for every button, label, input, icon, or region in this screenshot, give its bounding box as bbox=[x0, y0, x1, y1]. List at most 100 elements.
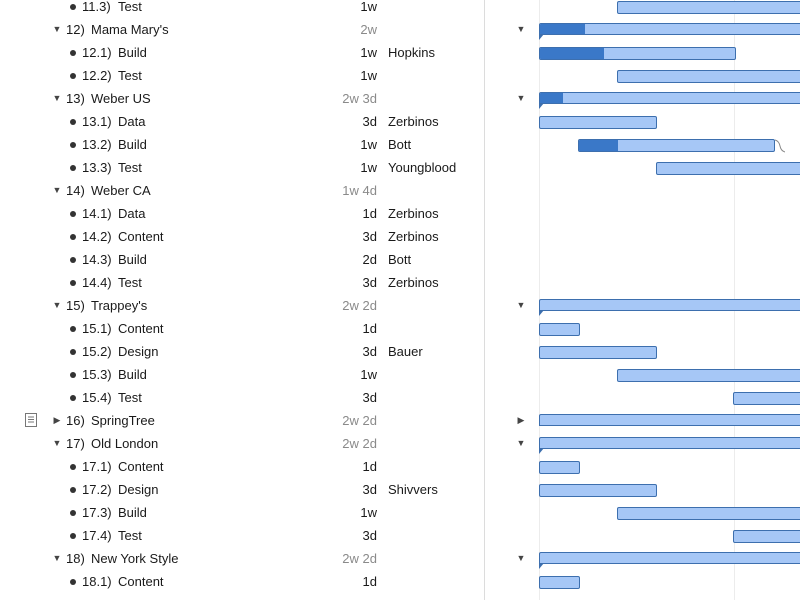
task-row[interactable]: 15.1) Content 1d bbox=[0, 321, 484, 344]
task-row[interactable]: 17.3) Build 1w bbox=[0, 505, 484, 528]
disclosure-down-icon[interactable]: ▼ bbox=[52, 185, 62, 195]
row-duration[interactable]: 3d bbox=[362, 114, 377, 129]
row-duration[interactable]: 3d bbox=[362, 229, 377, 244]
task-bar[interactable] bbox=[539, 484, 657, 497]
task-bar[interactable] bbox=[578, 139, 775, 152]
task-row[interactable]: 15.2) Design 3d Bauer bbox=[0, 344, 484, 367]
summary-bar[interactable] bbox=[539, 92, 800, 104]
row-duration[interactable]: 2w 3d bbox=[342, 91, 377, 106]
row-assignee[interactable]: Bott bbox=[388, 252, 412, 267]
row-duration[interactable]: 1w bbox=[360, 505, 377, 520]
task-bar[interactable] bbox=[539, 346, 657, 359]
row-duration[interactable]: 3d bbox=[362, 344, 377, 359]
row-assignee[interactable]: Bott bbox=[388, 137, 412, 152]
group-row[interactable]: ▶ 16) SpringTree 2w 2d bbox=[0, 413, 484, 436]
row-duration[interactable]: 1w 4d bbox=[342, 183, 377, 198]
summary-bar[interactable] bbox=[539, 414, 800, 426]
summary-bar[interactable] bbox=[539, 299, 800, 311]
disclosure-down-icon[interactable]: ▼ bbox=[516, 300, 526, 310]
summary-bar[interactable] bbox=[539, 552, 800, 564]
row-assignee[interactable]: Bauer bbox=[388, 344, 423, 359]
row-title[interactable]: Build bbox=[118, 367, 147, 382]
disclosure-down-icon[interactable]: ▼ bbox=[52, 438, 62, 448]
task-row[interactable]: 14.1) Data 1d Zerbinos bbox=[0, 206, 484, 229]
row-title[interactable]: Build bbox=[118, 252, 147, 267]
row-assignee[interactable]: Youngblood bbox=[388, 160, 457, 175]
task-row[interactable]: 12.1) Build 1w Hopkins bbox=[0, 45, 484, 68]
task-bar[interactable] bbox=[539, 47, 736, 60]
disclosure-down-icon[interactable]: ▼ bbox=[52, 93, 62, 103]
row-duration[interactable]: 1w bbox=[360, 367, 377, 382]
row-duration[interactable]: 1d bbox=[362, 459, 377, 474]
row-title[interactable]: Build bbox=[118, 137, 147, 152]
row-title[interactable]: Design bbox=[118, 344, 159, 359]
row-duration[interactable]: 1w bbox=[360, 68, 377, 83]
pane-divider[interactable] bbox=[484, 0, 485, 600]
row-duration[interactable]: 2w 2d bbox=[342, 413, 377, 428]
group-row[interactable]: ▼ 17) Old London 2w 2d bbox=[0, 436, 484, 459]
task-row[interactable]: 12.2) Test 1w bbox=[0, 68, 484, 91]
row-title[interactable]: Mama Mary's bbox=[91, 22, 169, 37]
row-duration[interactable]: 3d bbox=[362, 482, 377, 497]
row-title[interactable]: Content bbox=[118, 459, 164, 474]
disclosure-down-icon[interactable]: ▼ bbox=[52, 24, 62, 34]
task-row[interactable]: 15.4) Test 3d bbox=[0, 390, 484, 413]
row-title[interactable]: Content bbox=[118, 574, 164, 589]
task-row[interactable]: 13.2) Build 1w Bott bbox=[0, 137, 484, 160]
row-title[interactable]: Test bbox=[118, 275, 142, 290]
row-duration[interactable]: 1w bbox=[360, 160, 377, 175]
disclosure-down-icon[interactable]: ▼ bbox=[52, 553, 62, 563]
row-duration[interactable]: 2w 2d bbox=[342, 298, 377, 313]
row-duration[interactable]: 1d bbox=[362, 321, 377, 336]
task-bar[interactable] bbox=[656, 162, 800, 175]
row-title[interactable]: Test bbox=[118, 528, 142, 543]
task-row[interactable]: 14.4) Test 3d Zerbinos bbox=[0, 275, 484, 298]
row-duration[interactable]: 2w bbox=[360, 22, 377, 37]
row-title[interactable]: Weber US bbox=[91, 91, 151, 106]
row-title[interactable]: Design bbox=[118, 482, 159, 497]
row-duration[interactable]: 1d bbox=[362, 206, 377, 221]
row-title[interactable]: Trappey's bbox=[91, 298, 148, 313]
row-duration[interactable]: 2w 2d bbox=[342, 551, 377, 566]
row-title[interactable]: Test bbox=[118, 68, 142, 83]
disclosure-down-icon[interactable]: ▼ bbox=[52, 300, 62, 310]
task-bar[interactable] bbox=[539, 576, 580, 589]
row-title[interactable]: Content bbox=[118, 229, 164, 244]
row-duration[interactable]: 1w bbox=[360, 0, 377, 14]
row-duration[interactable]: 3d bbox=[362, 390, 377, 405]
task-bar[interactable] bbox=[617, 70, 800, 83]
task-bar[interactable] bbox=[617, 369, 800, 382]
disclosure-down-icon[interactable]: ▼ bbox=[516, 93, 526, 103]
row-title[interactable]: Build bbox=[118, 45, 147, 60]
summary-bar[interactable] bbox=[539, 437, 800, 449]
row-title[interactable]: Content bbox=[118, 321, 164, 336]
task-row[interactable]: 13.3) Test 1w Youngblood bbox=[0, 160, 484, 183]
task-row[interactable]: 13.1) Data 3d Zerbinos bbox=[0, 114, 484, 137]
disclosure-down-icon[interactable]: ▼ bbox=[516, 24, 526, 34]
task-row[interactable]: 15.3) Build 1w bbox=[0, 367, 484, 390]
task-bar[interactable] bbox=[733, 392, 800, 405]
row-assignee[interactable]: Zerbinos bbox=[388, 275, 439, 290]
task-row[interactable]: 11.3) Test 1w bbox=[0, 0, 484, 22]
task-row[interactable]: 14.3) Build 2d Bott bbox=[0, 252, 484, 275]
group-row[interactable]: ▼ 15) Trappey's 2w 2d bbox=[0, 298, 484, 321]
summary-bar[interactable] bbox=[539, 23, 800, 35]
row-title[interactable]: Test bbox=[118, 390, 142, 405]
task-row[interactable]: 18.1) Content 1d bbox=[0, 574, 484, 597]
disclosure-right-icon[interactable]: ▶ bbox=[53, 415, 61, 425]
row-assignee[interactable]: Zerbinos bbox=[388, 114, 439, 129]
row-assignee[interactable]: Shivvers bbox=[388, 482, 438, 497]
task-bar[interactable] bbox=[733, 530, 800, 543]
row-title[interactable]: Build bbox=[118, 505, 147, 520]
row-duration[interactable]: 3d bbox=[362, 528, 377, 543]
task-row[interactable]: 14.2) Content 3d Zerbinos bbox=[0, 229, 484, 252]
group-row[interactable]: ▼ 18) New York Style 2w 2d bbox=[0, 551, 484, 574]
row-duration[interactable]: 3d bbox=[362, 275, 377, 290]
disclosure-down-icon[interactable]: ▼ bbox=[516, 438, 526, 448]
row-duration[interactable]: 1w bbox=[360, 137, 377, 152]
task-bar[interactable] bbox=[539, 116, 657, 129]
row-title[interactable]: Data bbox=[118, 206, 146, 221]
note-icon[interactable] bbox=[25, 413, 37, 427]
row-duration[interactable]: 1w bbox=[360, 45, 377, 60]
group-row[interactable]: ▼ 12) Mama Mary's 2w bbox=[0, 22, 484, 45]
